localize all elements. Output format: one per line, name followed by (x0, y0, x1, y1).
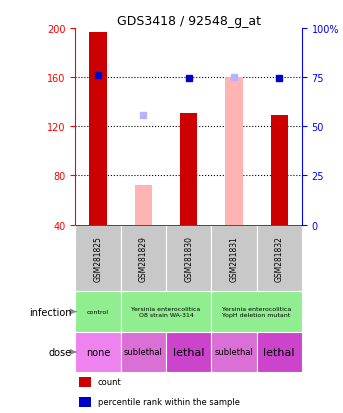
Text: lethal: lethal (173, 347, 204, 357)
Bar (135, 186, 152, 225)
Bar (257, 225, 302, 291)
Text: sublethal: sublethal (124, 348, 163, 356)
Text: GSM281832: GSM281832 (275, 235, 284, 281)
Text: GSM281830: GSM281830 (184, 235, 193, 281)
Text: percentile rank within the sample: percentile rank within the sample (98, 397, 240, 406)
Bar (166, 225, 211, 291)
Text: infection: infection (29, 307, 72, 317)
Bar (90, 33, 107, 225)
Bar (166, 332, 211, 372)
Bar (211, 225, 257, 291)
Text: dose: dose (49, 347, 72, 357)
Bar (211, 291, 302, 332)
Text: GSM281831: GSM281831 (229, 235, 238, 281)
Bar (121, 291, 211, 332)
Bar (180, 114, 197, 225)
Bar (211, 332, 257, 372)
Text: control: control (87, 309, 109, 314)
Bar (257, 332, 302, 372)
Text: GSM281829: GSM281829 (139, 235, 148, 281)
Text: Yersinia enterocolitica
YopH deletion mutant: Yersinia enterocolitica YopH deletion mu… (222, 306, 291, 317)
Bar (75, 291, 121, 332)
Text: count: count (98, 377, 121, 387)
Text: none: none (86, 347, 110, 357)
Text: Yersinia enterocolitica
O8 strain WA-314: Yersinia enterocolitica O8 strain WA-314 (131, 306, 201, 317)
Text: GSM281825: GSM281825 (94, 235, 103, 281)
Bar (75, 332, 121, 372)
Text: lethal: lethal (263, 347, 295, 357)
Bar (121, 225, 166, 291)
Bar (225, 78, 243, 225)
Bar (121, 332, 166, 372)
Bar (75, 225, 121, 291)
Bar (271, 116, 288, 225)
Title: GDS3418 / 92548_g_at: GDS3418 / 92548_g_at (117, 15, 261, 28)
Text: sublethal: sublethal (214, 348, 253, 356)
